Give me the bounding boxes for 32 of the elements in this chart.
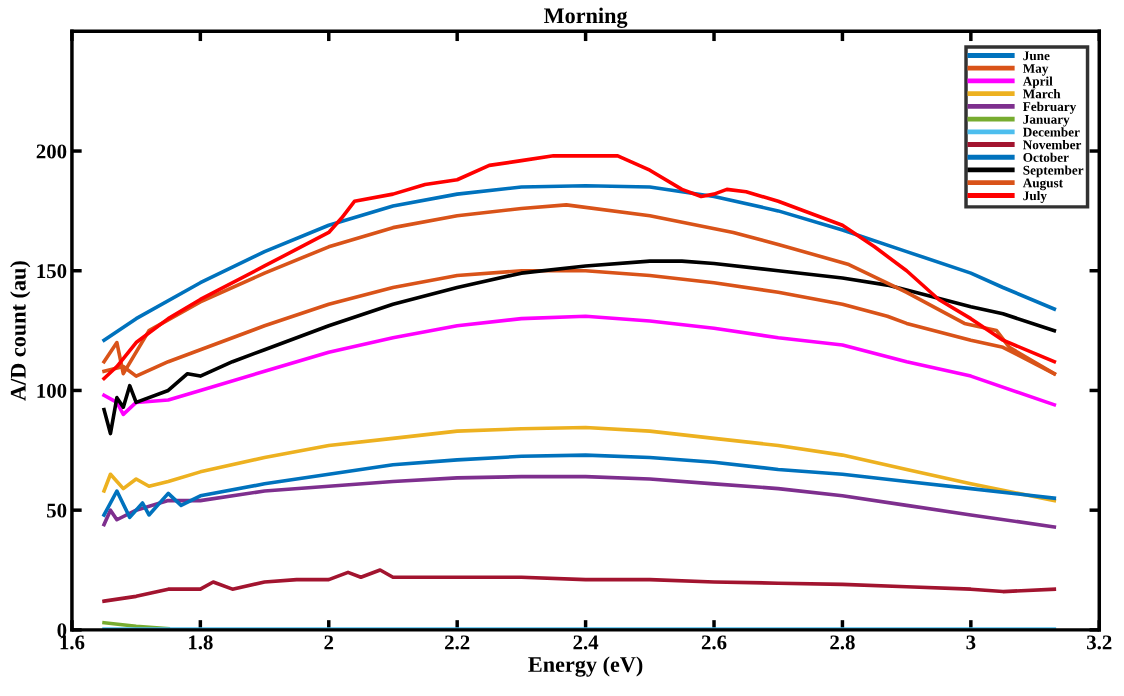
legend-label: July	[1023, 190, 1047, 203]
line-series	[102, 314, 1057, 417]
legend-label: June	[1023, 51, 1050, 61]
x-tick-label: 2.4	[573, 635, 599, 650]
legend-label: October	[1023, 152, 1069, 162]
line-series	[102, 425, 1057, 503]
y-tick-label: 50	[47, 503, 67, 518]
line-series	[102, 453, 1057, 520]
x-tick-label: 2.6	[701, 635, 727, 650]
x-tick-label: 2.8	[830, 635, 855, 650]
y-tick-label: 100	[37, 383, 67, 398]
x-tick-label: 1.8	[189, 635, 213, 650]
legend-label: February	[1022, 101, 1077, 114]
legend-label: November	[1023, 139, 1082, 150]
line-series	[102, 568, 1057, 603]
chart-title: Morning	[544, 7, 628, 28]
legend-label: March	[1022, 89, 1061, 99]
y-tick-label: 200	[36, 144, 67, 159]
y-tick-label: 150	[37, 264, 67, 279]
x-axis-title: Energy (eV)	[528, 656, 643, 677]
line-series	[102, 474, 1057, 529]
x-tick-label: 2.2	[445, 635, 470, 650]
legend-label: January	[1023, 115, 1070, 127]
x-tick-label: 3.2	[1087, 635, 1112, 650]
legend-label: September	[1023, 165, 1084, 178]
legend-label: August	[1022, 178, 1064, 191]
legend-label: December	[1022, 127, 1080, 137]
x-tick-label: 3	[966, 635, 976, 650]
legend-label: April	[1022, 76, 1053, 89]
y-axis-title: A/D count (au)	[10, 261, 31, 401]
x-tick-label: 2	[324, 635, 334, 650]
legend-label: May	[1022, 64, 1049, 76]
